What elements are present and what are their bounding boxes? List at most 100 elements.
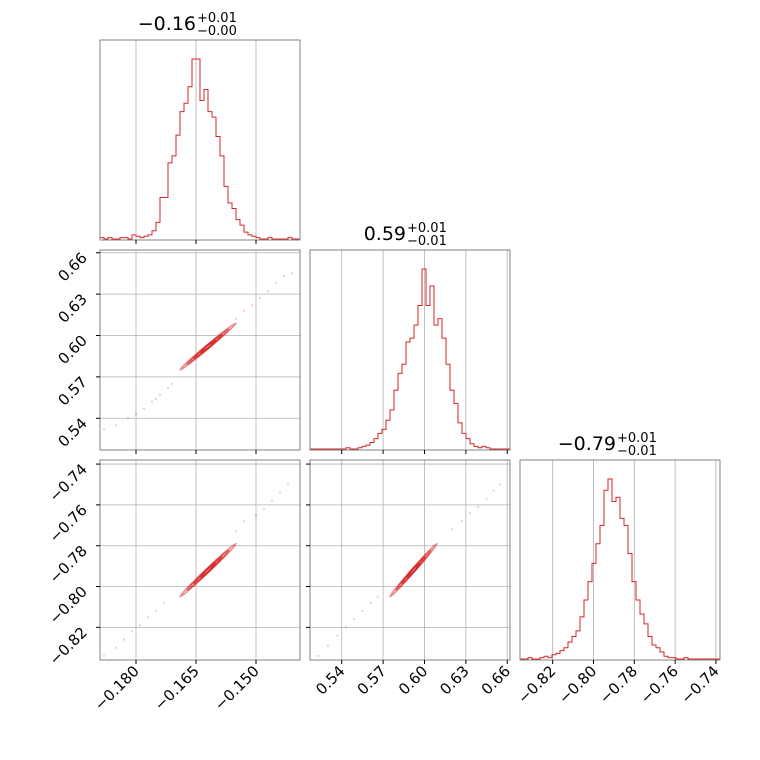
sample-point: [477, 505, 480, 509]
contour-level-2: [186, 328, 230, 365]
sample-point: [242, 309, 246, 312]
x-tick-label: 0.60: [395, 662, 431, 698]
sample-point: [353, 618, 356, 621]
y-tick-label: −0.82: [46, 623, 91, 668]
sample-point: [142, 407, 146, 410]
title-median: 0.59: [364, 223, 406, 245]
x-tick-label: −0.150: [211, 662, 263, 714]
sample-point: [485, 497, 488, 500]
sample-point: [138, 624, 142, 627]
contour-level-2: [186, 549, 230, 591]
sample-point: [134, 413, 138, 416]
y-tick-label: 0.57: [54, 373, 90, 409]
sample-point: [234, 530, 238, 533]
x-tick-label: −0.76: [637, 662, 682, 707]
x-tick-label: −0.80: [555, 662, 600, 707]
x-tick-label: 0.57: [354, 662, 390, 698]
panel-frame: [519, 459, 721, 661]
density-panel-1: [102, 483, 290, 658]
contour-level-3: [179, 322, 237, 371]
sample-point: [450, 528, 454, 531]
panel-frame: [309, 249, 511, 451]
panel-frame: [99, 39, 301, 241]
sample-point: [250, 304, 254, 307]
sample-point: [460, 520, 463, 523]
histogram-panel-1: [309, 249, 511, 451]
y-tick-label: −0.78: [46, 542, 91, 587]
sample-point: [254, 514, 258, 517]
title-plus: +0.01: [197, 11, 237, 26]
panel-frame: [99, 249, 301, 451]
histogram-step-2: [520, 478, 720, 660]
param-title-2: −0.79 +0.01−0.01: [558, 431, 657, 459]
sample-point: [369, 601, 372, 604]
x-tick-label: 0.66: [478, 662, 514, 698]
sample-point: [344, 626, 347, 629]
sample-point: [262, 507, 266, 511]
y-tick-label: 0.66: [54, 249, 90, 285]
histogram-panel-0: [99, 39, 301, 241]
contour-level-1: [400, 556, 426, 585]
sample-point: [376, 595, 379, 598]
y-tick-label: −0.74: [46, 460, 91, 505]
panel-frame: [99, 459, 301, 661]
x-tick-label: −0.74: [678, 662, 723, 707]
sample-point: [270, 499, 274, 502]
sample-point: [150, 400, 154, 403]
sample-point: [126, 417, 130, 420]
sample-point: [266, 290, 270, 293]
contour-level-0: [406, 562, 421, 578]
x-tick-label: 0.63: [436, 662, 472, 698]
y-tick-label: 0.60: [54, 332, 90, 368]
sample-point: [286, 483, 290, 486]
sample-point: [102, 654, 106, 658]
title-plus: +0.01: [407, 221, 447, 236]
title-median: −0.79: [558, 433, 616, 455]
sample-point: [361, 609, 364, 613]
sample-point: [166, 386, 170, 390]
x-tick-label: 0.54: [312, 662, 348, 698]
sample-point: [282, 275, 286, 278]
sample-point: [468, 511, 472, 515]
sample-point: [158, 393, 162, 396]
x-tick-label: −0.180: [91, 662, 143, 714]
sample-point: [102, 428, 106, 431]
sample-point: [154, 609, 158, 613]
histogram-step-1: [310, 268, 510, 450]
sample-point: [114, 646, 118, 649]
contour-level-2: [395, 549, 432, 591]
contour-level-1: [193, 556, 223, 585]
title-minus: −0.00: [197, 24, 237, 39]
sample-point: [130, 630, 134, 633]
contour-level-1: [193, 334, 223, 360]
contour-level-0: [199, 339, 217, 354]
sample-point: [336, 634, 339, 637]
title-plus: +0.01: [617, 431, 657, 446]
density-panel-2: [317, 483, 502, 658]
y-tick-label: 0.54: [54, 414, 90, 450]
sample-point: [154, 397, 158, 401]
y-tick-label: 0.63: [54, 290, 90, 326]
sample-point: [326, 644, 330, 647]
contour-level-3: [389, 542, 438, 598]
sample-point: [274, 282, 278, 285]
sample-point: [234, 317, 238, 321]
sample-point: [146, 616, 150, 619]
contour-level-3: [179, 542, 237, 598]
param-title-1: 0.59 +0.01−0.01: [364, 221, 447, 249]
histogram-step-0: [100, 58, 300, 240]
title-minus: −0.01: [617, 444, 657, 459]
panel-frame: [309, 459, 511, 661]
y-tick-label: −0.80: [46, 583, 91, 628]
sample-point: [258, 297, 262, 300]
sample-point: [114, 424, 118, 427]
density-panel-0: [102, 272, 294, 431]
sample-point: [492, 489, 495, 492]
y-tick-label: −0.76: [46, 501, 91, 546]
x-tick-label: −0.82: [514, 662, 559, 707]
sample-point: [162, 601, 166, 604]
title-median: −0.16: [138, 13, 196, 35]
histogram-panel-2: [519, 459, 721, 661]
sample-point: [499, 483, 502, 486]
